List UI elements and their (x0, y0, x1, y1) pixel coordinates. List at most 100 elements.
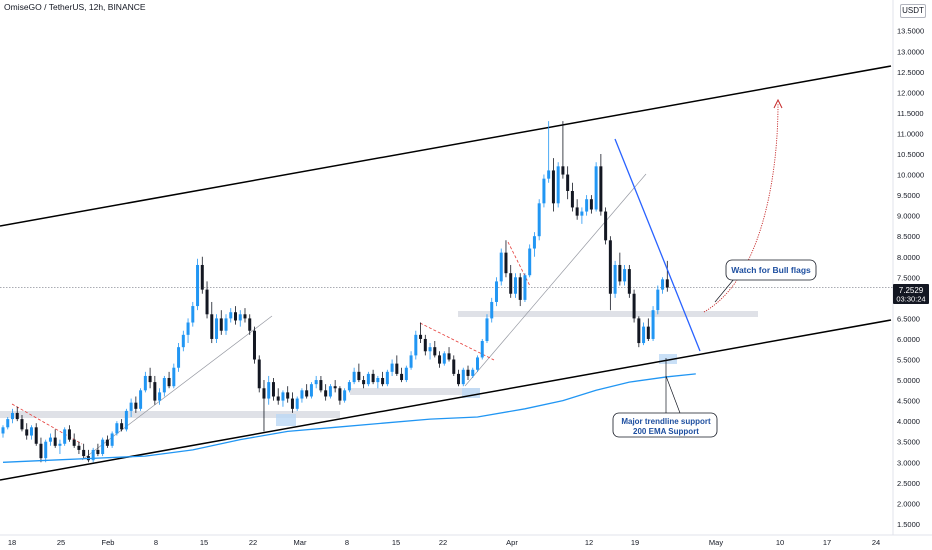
candle-body (34, 427, 38, 444)
candle-body (271, 382, 275, 397)
x-tick-label: Apr (506, 538, 518, 547)
candle (490, 297, 494, 323)
y-tick-label: 8.5000 (897, 232, 920, 241)
candle-body (376, 377, 380, 383)
target-arrow (703, 103, 779, 313)
candle-body (91, 449, 95, 461)
candle (319, 375, 323, 393)
candle (139, 388, 143, 411)
y-tick-label: 10.0000 (897, 171, 924, 180)
candle-body (300, 390, 304, 399)
candle (25, 423, 29, 440)
x-tick-label: 19 (631, 538, 639, 547)
candle (404, 365, 408, 383)
candle (447, 347, 451, 362)
candle-body (400, 373, 404, 381)
candle-body (637, 318, 641, 344)
support-callout (612, 412, 718, 438)
candle (395, 355, 399, 376)
candle (177, 343, 181, 372)
candle (599, 154, 603, 216)
candle (267, 375, 271, 405)
candle-body (518, 277, 522, 300)
candle (661, 277, 665, 294)
support-text-line1: Major trendline support (621, 417, 711, 426)
candle-body (352, 371, 356, 383)
candle (215, 314, 219, 344)
candle (632, 289, 636, 323)
candle-body (381, 377, 385, 385)
candle (428, 343, 432, 360)
candle-body (623, 269, 627, 282)
candle (366, 371, 370, 387)
candle (305, 384, 309, 399)
candle-body (566, 174, 570, 191)
candle-body (414, 334, 418, 356)
candle (656, 285, 660, 315)
candle (110, 431, 114, 448)
candle-body (661, 279, 665, 290)
candle-body (471, 369, 475, 376)
candle (181, 330, 185, 352)
candle (210, 301, 214, 344)
candle-body (604, 211, 608, 241)
candle (300, 388, 304, 403)
candle (10, 408, 14, 424)
touch-highlight (462, 388, 480, 398)
candle-body (357, 371, 361, 381)
y-tick-label: 11.0000 (897, 129, 924, 138)
candle-body (632, 293, 636, 319)
candle-body (438, 355, 442, 364)
candle-body (608, 240, 612, 294)
candle-body (575, 207, 579, 216)
candle (433, 341, 437, 358)
candle (91, 447, 95, 463)
candle (196, 258, 200, 311)
candle-body (580, 211, 584, 216)
candle (72, 433, 76, 448)
candle (618, 252, 622, 286)
rising-trendline (464, 173, 647, 387)
y-tick-label: 11.5000 (897, 109, 924, 118)
touch-highlight (659, 354, 677, 364)
candle (376, 375, 380, 389)
candle (243, 308, 247, 323)
candle (476, 355, 479, 372)
upper-channel-line (0, 65, 892, 227)
candle-body (409, 355, 413, 368)
candle-body (110, 433, 114, 446)
candle (471, 367, 475, 378)
candle (48, 433, 52, 446)
candle (580, 207, 584, 224)
bull-flags-text: Watch for Bull flags (731, 265, 811, 275)
candle (623, 264, 627, 286)
support-text-line2: 200 EMA Support (633, 427, 699, 436)
candle (566, 166, 570, 200)
candle-body (115, 423, 119, 434)
candle-body (305, 390, 309, 397)
candle (333, 380, 337, 393)
x-tick-label: 25 (57, 538, 65, 547)
candle (191, 301, 195, 327)
candle (542, 174, 546, 208)
currency-button[interactable]: USDT (900, 4, 926, 18)
candle-body (390, 363, 394, 372)
bull-flags-callout (725, 259, 817, 281)
candle-body (585, 199, 589, 212)
candle-body (646, 326, 650, 339)
candle (551, 158, 555, 212)
candle (15, 406, 19, 422)
y-tick-label: 10.5000 (897, 150, 924, 159)
candle (229, 308, 233, 323)
candle (1, 425, 5, 438)
candle (34, 423, 38, 446)
candle (509, 264, 513, 298)
candle-body (665, 279, 669, 288)
y-tick-label: 2.5000 (897, 479, 920, 488)
x-tick-label: 17 (823, 538, 831, 547)
candle-body (570, 190, 574, 208)
candle-body (25, 429, 29, 436)
candle-body (532, 236, 536, 249)
candle (556, 162, 560, 208)
